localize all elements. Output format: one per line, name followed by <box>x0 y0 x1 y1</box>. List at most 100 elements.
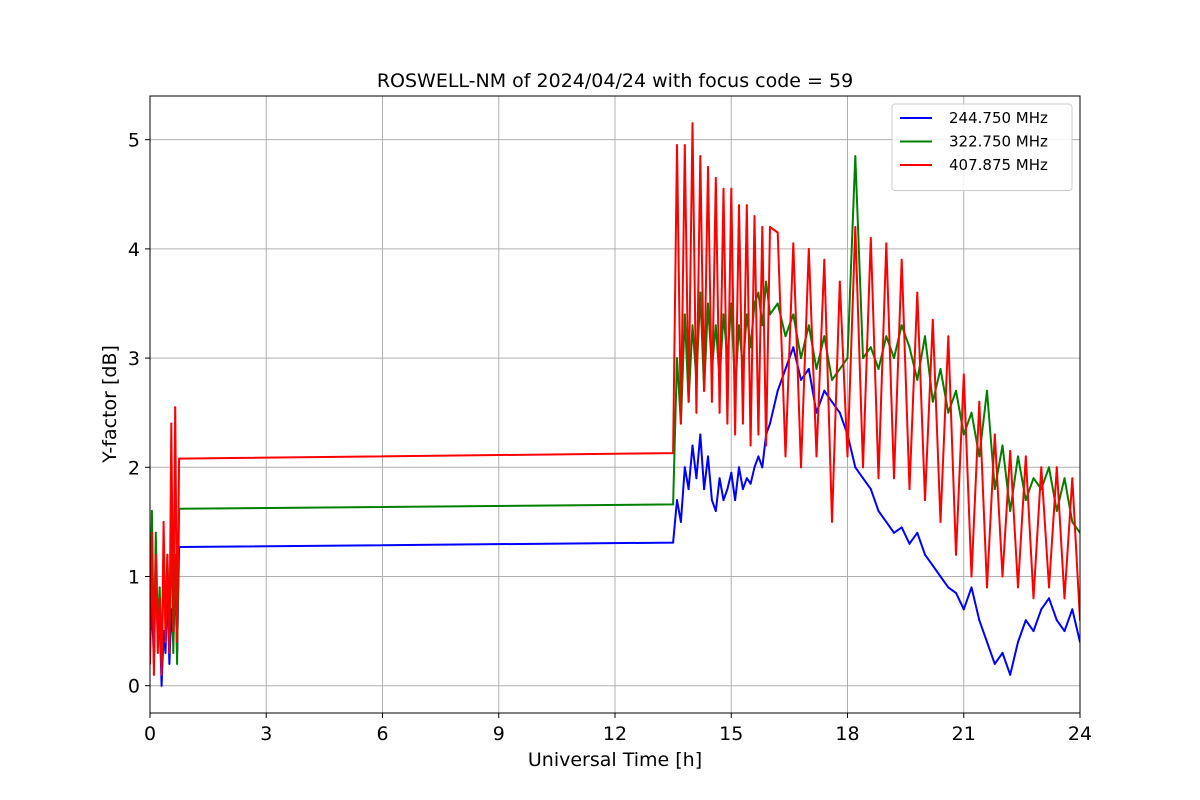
data-point <box>1017 586 1019 589</box>
data-point <box>1001 575 1004 578</box>
x-axis-label: Universal Time [h] <box>528 749 702 771</box>
data-point <box>1001 444 1004 447</box>
data-point <box>718 411 721 414</box>
data-point <box>154 531 157 534</box>
data-point <box>815 411 818 414</box>
data-point <box>900 258 903 261</box>
data-point <box>172 630 175 633</box>
data-point <box>862 477 864 480</box>
data-point <box>885 335 888 338</box>
data-point <box>792 346 795 349</box>
data-point <box>753 215 756 218</box>
data-point <box>695 477 698 480</box>
data-point <box>947 335 950 338</box>
data-point <box>831 378 833 381</box>
data-point <box>699 155 702 158</box>
data-point <box>908 542 911 545</box>
data-point <box>1032 630 1035 633</box>
data-point <box>1009 673 1012 676</box>
data-point <box>893 477 895 480</box>
data-point <box>757 433 760 436</box>
data-point <box>1024 619 1027 622</box>
data-point <box>776 231 779 234</box>
data-point <box>154 553 157 556</box>
data-point <box>792 313 795 316</box>
data-point <box>776 389 779 392</box>
data-point <box>160 673 163 676</box>
data-point <box>1032 597 1035 600</box>
data-point <box>916 378 919 381</box>
data-point <box>939 575 942 578</box>
data-point <box>807 324 810 327</box>
data-point <box>1063 477 1066 480</box>
x-tick-label: 3 <box>260 723 272 745</box>
data-point <box>703 389 706 392</box>
data-point <box>672 452 675 455</box>
data-point <box>838 368 841 370</box>
data-point <box>672 503 675 506</box>
data-point <box>838 280 841 283</box>
data-point <box>679 422 682 425</box>
data-point <box>1048 597 1050 600</box>
data-point <box>676 357 678 360</box>
data-point <box>993 488 996 491</box>
data-point <box>846 357 849 360</box>
data-point <box>792 242 795 245</box>
data-point <box>970 586 973 589</box>
data-point <box>714 176 717 179</box>
data-point <box>823 335 826 338</box>
data-point <box>741 488 744 491</box>
data-point <box>174 406 177 409</box>
data-point <box>962 433 965 436</box>
data-point <box>924 499 926 502</box>
data-point <box>931 564 934 567</box>
data-point <box>978 400 981 403</box>
data-point <box>679 520 682 523</box>
data-point <box>738 324 740 327</box>
data-point <box>877 477 880 480</box>
data-point <box>924 335 926 338</box>
data-point <box>168 662 171 665</box>
y-tick-label: 5 <box>128 130 140 152</box>
data-point <box>831 400 833 403</box>
data-point <box>683 466 686 469</box>
data-point <box>776 302 779 305</box>
data-point <box>939 368 942 370</box>
data-point <box>734 499 737 502</box>
series-layer <box>150 122 1080 687</box>
x-tick-label: 12 <box>603 723 627 745</box>
data-point <box>738 466 740 469</box>
data-point <box>152 673 155 676</box>
y-axis-label: Y-factor [dB] <box>99 345 121 464</box>
data-point <box>986 586 988 589</box>
y-tick-label: 1 <box>128 566 140 588</box>
x-tick-label: 9 <box>493 723 505 745</box>
data-point <box>784 335 787 338</box>
data-point <box>1009 510 1012 512</box>
data-point <box>166 553 169 556</box>
y-tick-label: 3 <box>128 348 140 370</box>
data-point <box>734 433 737 436</box>
data-point <box>158 586 161 589</box>
data-point <box>800 378 802 381</box>
y-tick-label: 2 <box>128 457 140 479</box>
data-point <box>846 455 849 458</box>
data-point <box>916 531 919 534</box>
data-point <box>699 433 702 436</box>
data-point <box>1071 520 1074 523</box>
data-point <box>784 455 787 458</box>
data-point <box>924 553 926 556</box>
data-point <box>986 641 988 643</box>
data-point <box>1055 619 1058 622</box>
data-point <box>885 242 888 245</box>
data-point <box>986 389 988 392</box>
data-point <box>807 247 810 250</box>
x-tick-label: 0 <box>144 723 156 745</box>
data-point <box>993 433 996 436</box>
y-tick-label: 4 <box>128 239 140 261</box>
data-point <box>726 422 729 425</box>
data-point <box>1001 651 1004 654</box>
legend: 244.750 MHz 322.750 MHz 407.875 MHz <box>891 103 1073 191</box>
data-point <box>908 346 911 349</box>
